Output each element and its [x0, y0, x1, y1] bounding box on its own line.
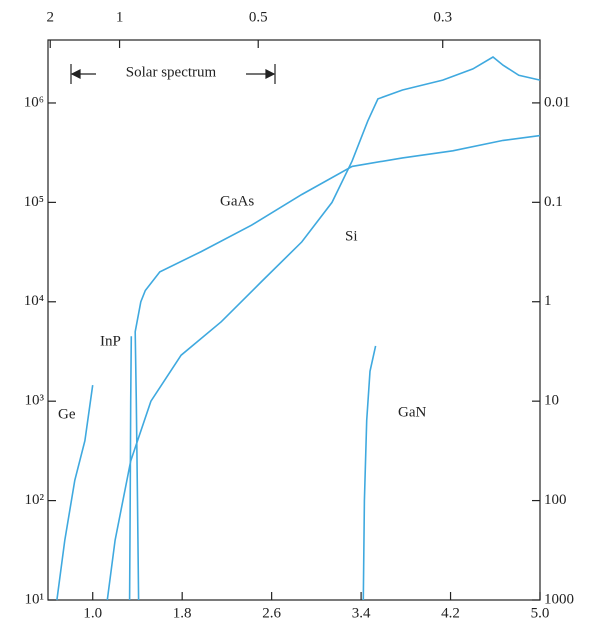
y2-tick-label: 1000	[544, 591, 574, 607]
curve-label: InP	[100, 333, 121, 349]
y2-tick-label: 100	[544, 492, 567, 508]
x-tick-label: 2.6	[262, 605, 281, 621]
curve-label: Si	[345, 228, 358, 244]
curve	[56, 384, 94, 601]
curve-label: GaN	[398, 404, 426, 420]
x2-tick-label: 0.3	[433, 9, 452, 25]
curve	[362, 345, 377, 601]
y2-tick-label: 10	[544, 393, 559, 409]
curve-label: GaAs	[220, 193, 254, 209]
y-tick-label: 10²	[25, 492, 45, 508]
x2-tick-label: 0.5	[249, 9, 268, 25]
x2-tick-label: 2	[46, 9, 54, 25]
curve	[128, 336, 133, 601]
y-tick-label: 10⁶	[24, 94, 44, 110]
plot-frame	[47, 39, 541, 601]
y2-tick-label: 1	[544, 293, 552, 309]
y-tick-label: 10³	[25, 393, 45, 409]
annotation: Solar spectrum	[126, 64, 217, 80]
y2-tick-label: 0.01	[544, 94, 570, 110]
x-tick-label: 1.0	[83, 605, 102, 621]
curve-label: Ge	[58, 406, 76, 422]
y-tick-label: 10¹	[25, 591, 45, 607]
x-tick-label: 3.4	[352, 605, 371, 621]
curve	[134, 134, 541, 601]
x-tick-label: 1.8	[173, 605, 192, 621]
curve	[106, 56, 541, 601]
y2-tick-label: 0.1	[544, 194, 563, 210]
x-tick-label: 4.2	[441, 605, 460, 621]
y-tick-label: 10⁵	[24, 194, 44, 210]
x2-tick-label: 1	[116, 9, 124, 25]
x-tick-label: 5.0	[531, 605, 550, 621]
solar-arrow	[70, 64, 276, 84]
y-tick-label: 10⁴	[24, 293, 44, 309]
